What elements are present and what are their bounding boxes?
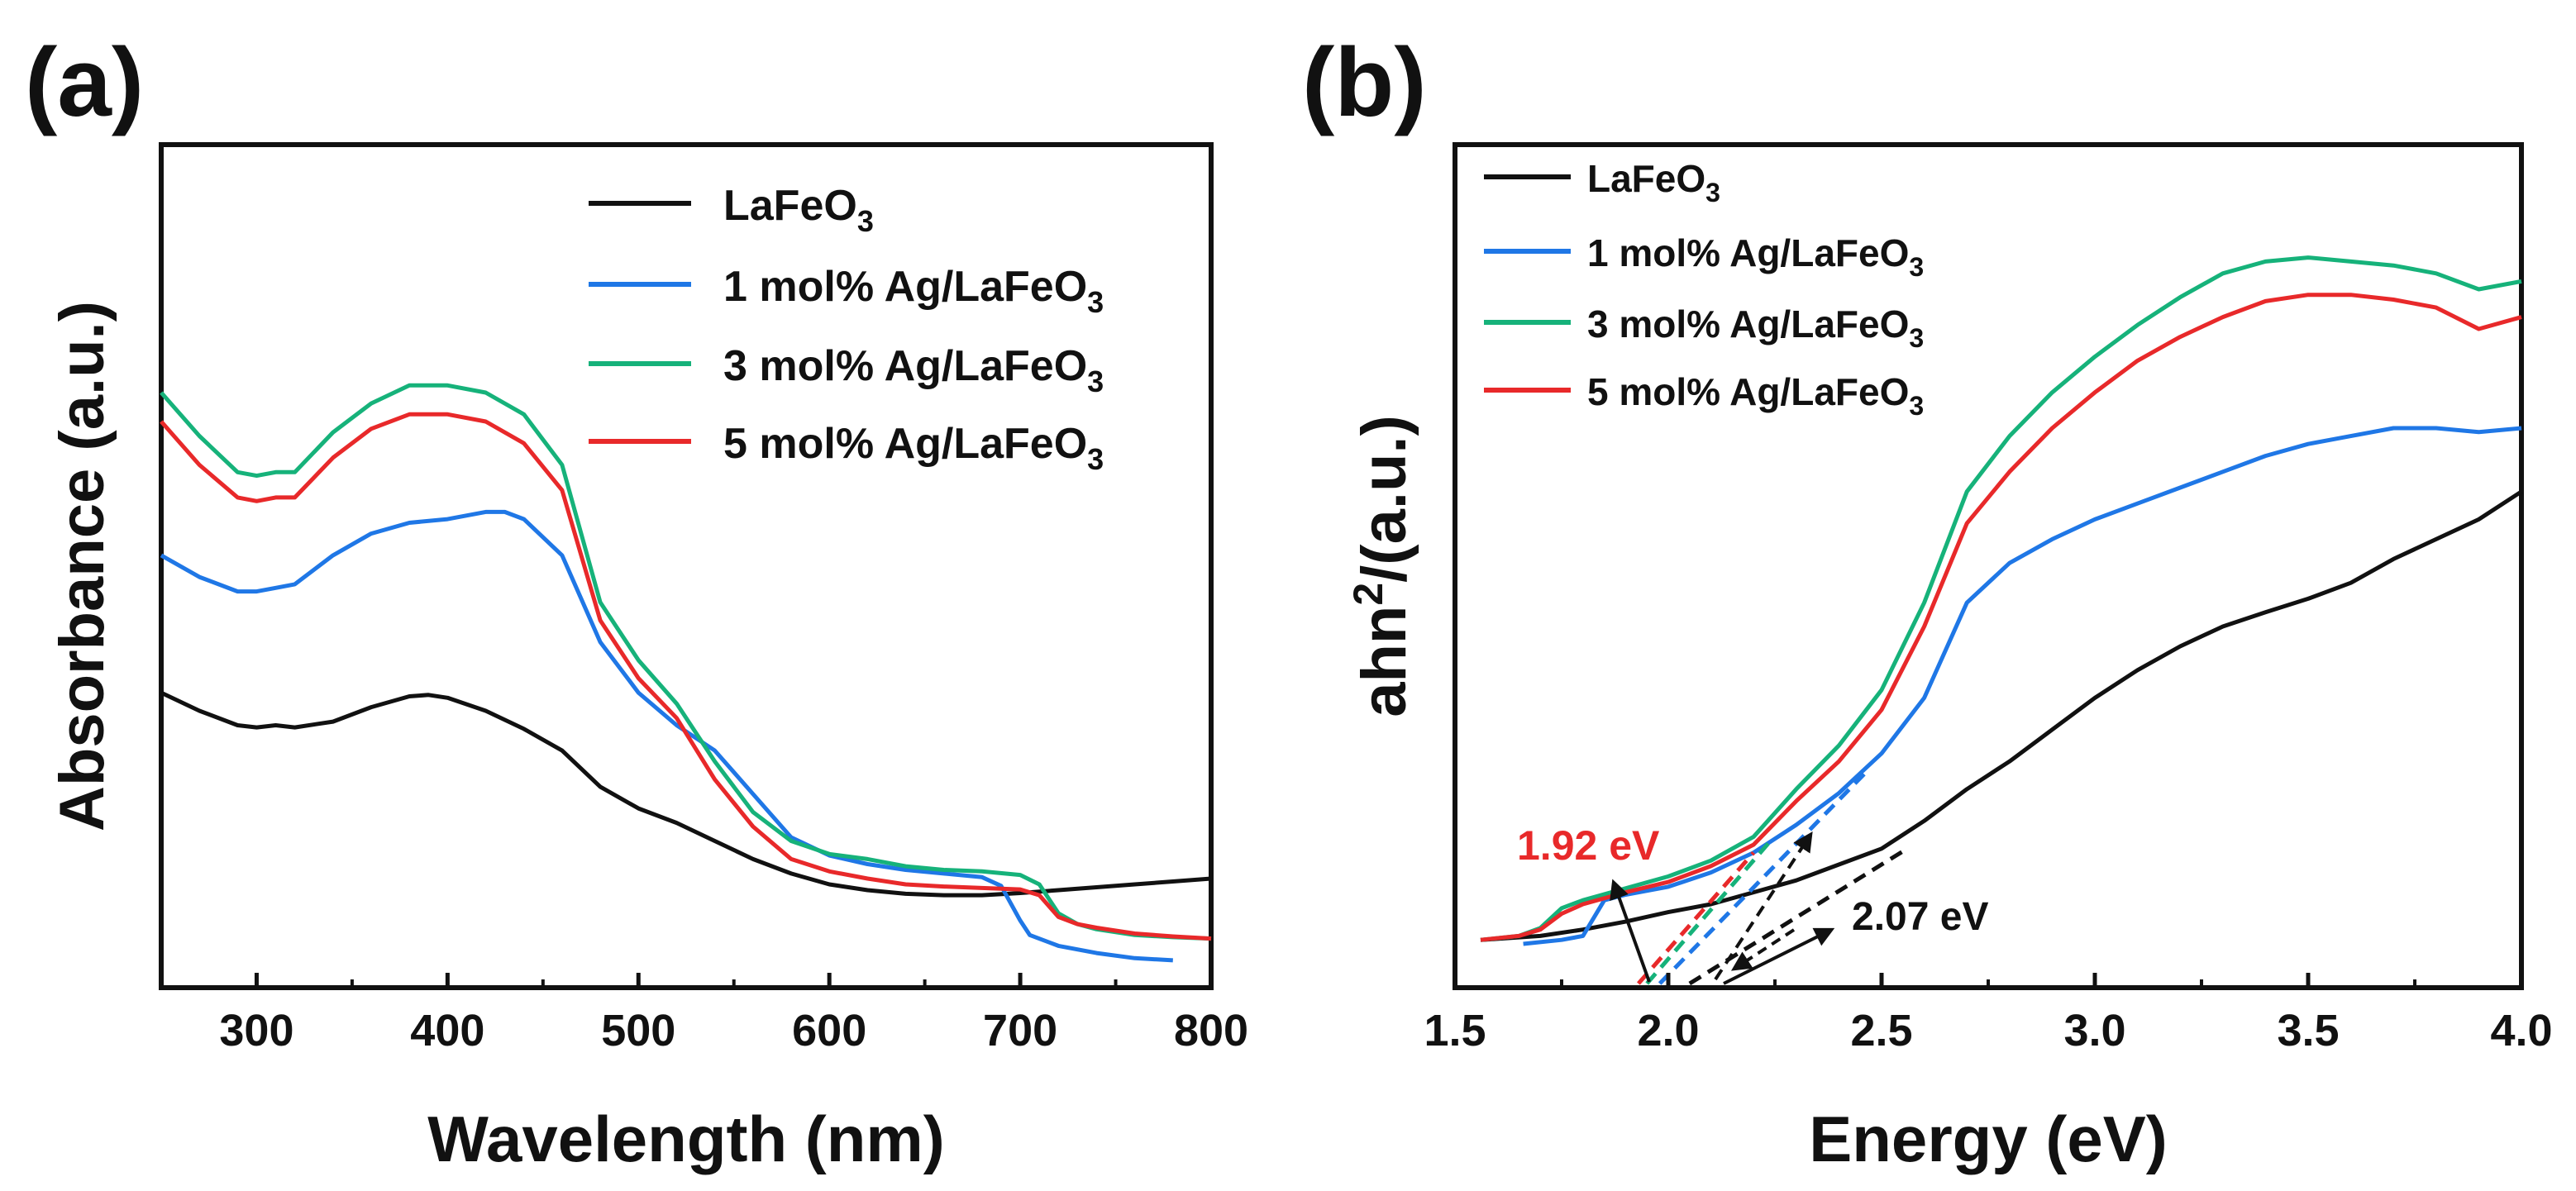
legend-text: 5 mol% Ag/LaFeO3 [1587,370,1924,421]
annotation-arrow-2-07-right [1723,927,1835,985]
legend-text: 3 mol% Ag/LaFeO3 [1587,303,1924,353]
panel-a-label: (a) [25,28,144,137]
panel-a-series-1-mol-ag-lafeo3 [160,509,1173,963]
legend-text: LaFeO3 [723,182,874,238]
panel-b-legend-item-lafeo3: LaFeO3 [1484,157,1720,207]
legend-text: 1 mol% Ag/LaFeO3 [723,263,1104,319]
panel-b-legend-item-1mol: 1 mol% Ag/LaFeO3 [1484,231,1924,282]
panel-a-x-tick-label: 300 [219,1006,293,1055]
panel-a-legend: LaFeO3 1 mol% Ag/LaFeO3 3 mol% Ag/LaFeO3… [589,182,1104,476]
panel-b-series-5-mol-ag-lafeo3 [1480,293,2522,942]
panel-a-curves [160,383,1212,963]
panel-b-series-1-mol-ag-lafeo3 [1523,426,2522,946]
panel-a-legend-item-lafeo3: LaFeO3 [589,182,874,238]
annotation-1-92-ev: 1.92 eV [1517,822,1660,869]
panel-b-x-tick-label: 2.0 [1637,1006,1699,1055]
annotation-2-07-ev: 2.07 eV [1852,895,1988,939]
panel-b-x-axis-label: Energy (eV) [1809,1103,2167,1175]
panel-a-x-ticks: 300 400 500 600 700 800 [160,973,1248,1055]
panel-a-x-tick-label: 800 [1174,1006,1248,1055]
panel-a: (a) 300 400 500 600 700 800 Absorbance (a.u.)… [25,28,1248,1175]
panel-b-series-3-mol-ag-lafeo3 [1480,255,2522,942]
panel-a-legend-item-5mol: 5 mol% Ag/LaFeO3 [589,420,1104,476]
panel-a-series-lafeo3 [160,690,1212,898]
panel-a-x-tick-label: 400 [410,1006,484,1055]
panel-a-legend-item-1mol: 1 mol% Ag/LaFeO3 [589,263,1104,319]
panel-b-tangent-line [1645,839,1772,985]
legend-text: 5 mol% Ag/LaFeO3 [723,420,1104,476]
panel-b-legend-item-5mol: 5 mol% Ag/LaFeO3 [1484,370,1924,421]
panel-a-legend-item-3mol: 3 mol% Ag/LaFeO3 [589,342,1104,398]
panel-a-x-tick-label: 500 [601,1006,675,1055]
panel-b-label: (b) [1302,28,1427,137]
panel-b-curves [1480,255,2523,946]
legend-text: 1 mol% Ag/LaFeO3 [1587,231,1924,282]
panel-b-x-tick-label: 3.5 [2277,1006,2339,1055]
panel-b-tangent-line [1658,768,1871,985]
annotation-arrow-2-07-left [1730,928,1796,971]
legend-text: LaFeO3 [1587,157,1720,207]
panel-a-series-5-mol-ag-lafeo3 [160,412,1212,941]
panel-a-x-axis-label: Wavelength (nm) [427,1103,944,1175]
panel-b-legend-item-3mol: 3 mol% Ag/LaFeO3 [1484,303,1924,353]
annotation-arrow-1-92 [1610,879,1651,983]
panel-b-x-tick-label: 2.5 [1850,1006,1912,1055]
panel-a-plot-frame [159,142,1214,990]
panel-b-tangent-line [1637,850,1756,985]
panel-a-y-axis-label: Absorbance (a.u.) [47,301,117,831]
panel-b-x-tick-label: 1.5 [1424,1006,1486,1055]
panel-a-series-3-mol-ag-lafeo3 [160,383,1212,941]
legend-text: 3 mol% Ag/LaFeO3 [723,342,1104,398]
panel-b-series-lafeo3 [1480,489,2523,942]
panel-b-legend: LaFeO3 1 mol% Ag/LaFeO3 3 mol% Ag/LaFeO3… [1484,157,1924,421]
panel-b-tangent-lines [1637,768,1909,986]
panel-a-x-tick-label: 600 [792,1006,866,1055]
panel-b-x-tick-label: 4.0 [2490,1006,2552,1055]
panel-b: (b) 1.5 2.0 2.5 3.0 3.5 4.0 1.92 eV 2.07 eV a… [1302,28,2553,1175]
panel-b-x-ticks: 1.5 2.0 2.5 3.0 3.5 4.0 [1424,973,2553,1055]
panel-a-x-tick-label: 700 [983,1006,1057,1055]
panel-b-x-tick-label: 3.0 [2063,1006,2125,1055]
panel-b-y-axis-label: ahn2/(a.u.) [1345,415,1419,717]
